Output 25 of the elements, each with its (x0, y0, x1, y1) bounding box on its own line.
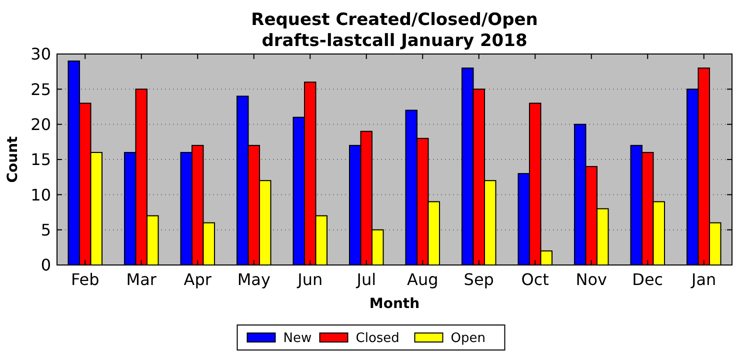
legend-label: Open (450, 331, 486, 346)
y-tick-label: 0 (40, 256, 51, 275)
y-tick-label: 25 (30, 80, 51, 99)
chart-title: Request Created/Closed/Open drafts-lastcall January 2018 (251, 10, 538, 51)
x-tick-label: Feb (70, 270, 100, 289)
x-tick-label: Jan (690, 270, 716, 289)
x-tick-label: Oct (521, 270, 549, 289)
x-tick-label: Mar (126, 270, 157, 289)
x-tick-label: Aug (407, 270, 438, 289)
x-tick-label: Apr (184, 270, 212, 289)
x-tick-label: Nov (576, 270, 607, 289)
x-axis-title: Month (369, 296, 420, 312)
x-tick-label: May (237, 270, 270, 289)
legend-label: Closed (356, 331, 400, 346)
x-tick-label: Dec (632, 270, 664, 289)
y-axis-title: Count (5, 136, 21, 183)
x-tick-label: Jul (356, 270, 376, 289)
y-tick-label: 5 (40, 220, 51, 240)
y-tick-label: 10 (30, 185, 51, 204)
y-tick-label: 20 (30, 114, 51, 134)
legend-label: New (283, 331, 312, 346)
y-tick-label: 30 (30, 44, 51, 64)
y-tick-label: 15 (30, 150, 51, 170)
x-tick-label: Sep (464, 270, 494, 289)
x-tick-label: Jun (296, 270, 323, 289)
